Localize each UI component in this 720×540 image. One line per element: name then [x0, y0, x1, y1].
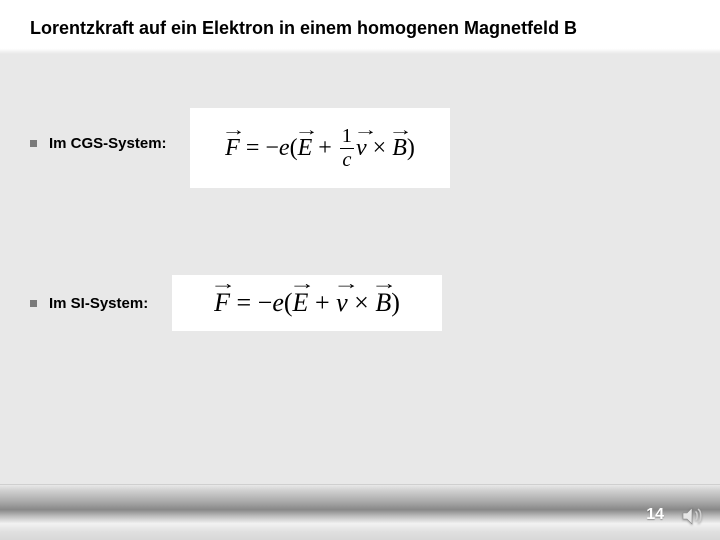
- page-title: Lorentzkraft auf ein Elektron in einem h…: [30, 18, 577, 39]
- list-item: Im CGS-System:: [30, 135, 167, 152]
- speaker-icon[interactable]: [678, 502, 706, 530]
- plus-sign: +: [318, 135, 332, 162]
- vector-B: →B: [375, 288, 391, 318]
- vector-v: →v: [356, 135, 367, 162]
- vector-F: →F: [214, 288, 230, 318]
- minus: −: [265, 135, 279, 162]
- frac-den: c: [340, 149, 353, 171]
- list-item: Im SI-System:: [30, 295, 148, 312]
- vector-B: →B: [392, 135, 407, 162]
- footer-bar: [0, 484, 720, 540]
- sym-e: e: [272, 288, 284, 318]
- vector-E: →E: [293, 288, 309, 318]
- formula-si: →F = −e( →E + →v × →B ): [172, 275, 442, 331]
- plus-sign: +: [315, 288, 330, 318]
- vector-v: →v: [336, 288, 348, 318]
- vector-E: →E: [298, 135, 313, 162]
- bullet-icon: [30, 300, 37, 307]
- minus: −: [258, 288, 273, 318]
- page-number: 14: [646, 506, 664, 524]
- vector-F: →F: [225, 135, 240, 162]
- formula-cgs: →F = −e( →E + 1 c →v × →B ): [190, 108, 450, 188]
- fraction: 1 c: [340, 125, 354, 171]
- bullet-icon: [30, 140, 37, 147]
- si-label: Im SI-System:: [49, 295, 148, 312]
- sym-e: e: [279, 135, 290, 162]
- frac-num: 1: [340, 125, 354, 147]
- cgs-label: Im CGS-System:: [49, 135, 167, 152]
